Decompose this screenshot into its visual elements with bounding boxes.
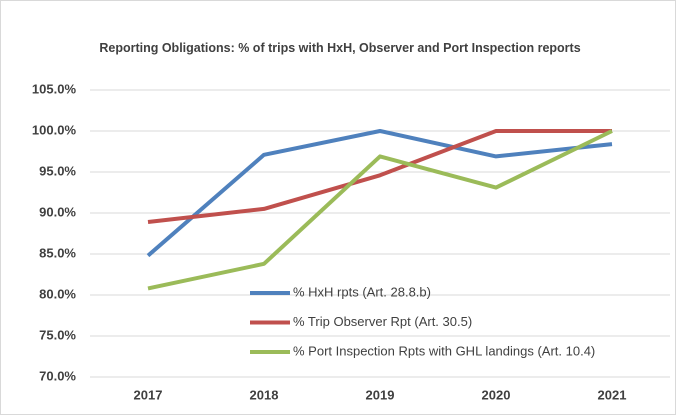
- y-tick-label: 80.0%: [39, 286, 76, 301]
- series-line: [147, 129, 613, 291]
- y-tick-label: 70.0%: [39, 368, 76, 383]
- series-line: [146, 129, 613, 258]
- y-tick-label: 90.0%: [39, 204, 76, 219]
- x-tick-label: 2019: [366, 387, 395, 402]
- legend-label: % HxH rpts (Art. 28.8.b): [293, 284, 431, 299]
- y-tick-label: 95.0%: [39, 163, 76, 178]
- x-tick-label: 2017: [134, 387, 163, 402]
- y-tick-label: 105.0%: [32, 81, 77, 96]
- x-tick-label: 2021: [598, 387, 627, 402]
- y-tick-label: 85.0%: [39, 245, 76, 260]
- legend-label: % Trip Observer Rpt (Art. 30.5): [293, 314, 472, 329]
- series-line: [147, 129, 612, 225]
- y-tick-label: 100.0%: [32, 122, 77, 137]
- legend-label: % Port Inspection Rpts with GHL landings…: [293, 343, 595, 358]
- x-tick-label: 2018: [250, 387, 279, 402]
- chart-title: Reporting Obligations: % of trips with H…: [99, 41, 581, 55]
- x-tick-label: 2020: [482, 387, 511, 402]
- y-tick-label: 75.0%: [39, 327, 76, 342]
